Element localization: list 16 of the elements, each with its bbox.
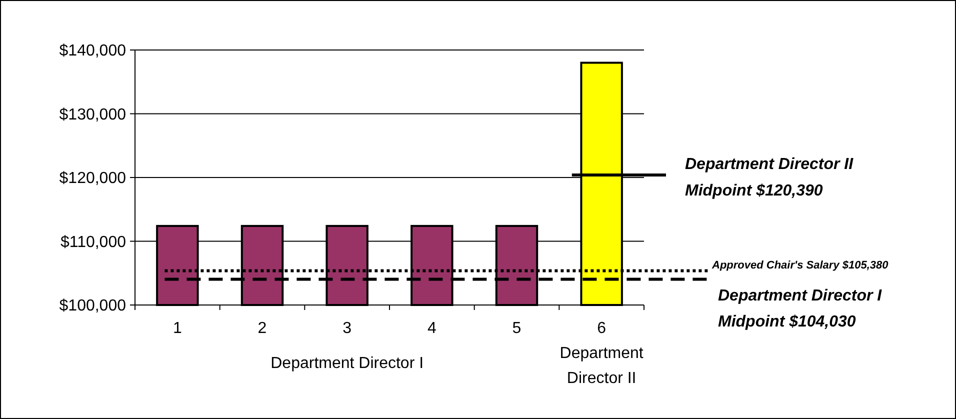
y-tick-label: $140,000 bbox=[59, 42, 126, 60]
ref-line-label: Department Director I Midpoint $104,030 bbox=[718, 287, 882, 331]
ref-line-label: Approved Chair's Salary $105,380 bbox=[711, 260, 890, 272]
y-tick-label: $110,000 bbox=[60, 234, 126, 251]
y-tick-label: $100,000 bbox=[59, 298, 126, 315]
y-tick-label: $120,000 bbox=[59, 170, 126, 188]
x-tick-label: 5 bbox=[512, 320, 522, 337]
x-tick-label: 4 bbox=[427, 320, 436, 337]
x-tick-label: 2 bbox=[258, 320, 267, 337]
y-tick-label: $130,000 bbox=[59, 106, 126, 124]
x-tick-label: 6 bbox=[597, 320, 606, 337]
ref-line-label: Department Director II Midpoint $120,390 bbox=[685, 156, 854, 200]
text: Department Director II bbox=[560, 345, 644, 387]
x-tick-label: 1 bbox=[172, 320, 182, 337]
x-tick-label: 3 bbox=[342, 320, 352, 337]
text: Department Director I bbox=[270, 355, 424, 372]
